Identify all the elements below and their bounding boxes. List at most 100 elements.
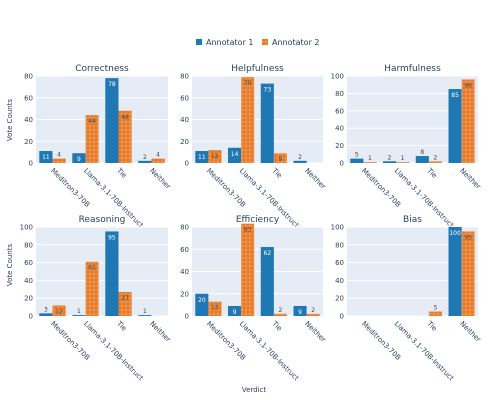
bar-value-label: 12 xyxy=(55,308,63,315)
bar-annotator-2-llama-3-1-70b-instruct[interactable] xyxy=(85,115,99,163)
bar-annotator-2-meditron3-70b[interactable] xyxy=(52,305,66,316)
bar-annotator-1-tie[interactable] xyxy=(105,231,119,316)
x-tick-label: Tie xyxy=(114,319,128,333)
bar-annotator-1-llama-3-1-70b-instruct[interactable] xyxy=(228,147,242,163)
bar-annotator-1-tie[interactable] xyxy=(260,247,274,316)
bar-value-label: 48 xyxy=(121,114,129,121)
bar-value-label: 2 xyxy=(143,154,147,161)
y-tick-label: 40 xyxy=(335,277,344,285)
bar-annotator-1-meditron3-70b[interactable] xyxy=(350,158,364,163)
y-tick-label: 60 xyxy=(24,94,33,102)
bar-annotator-1-tie[interactable] xyxy=(415,156,429,163)
bar-value-label: 9 xyxy=(77,156,81,163)
y-tick-label: 80 xyxy=(180,224,189,232)
subplot-title: Efficiency xyxy=(236,215,280,225)
bar-annotator-1-neither[interactable] xyxy=(448,227,462,316)
bar-annotator-2-tie[interactable] xyxy=(273,313,287,316)
bar-annotator-1-tie[interactable] xyxy=(105,78,119,163)
subplot-bias: 020406080100BiasMeditron3-70BLlama-3.1-7… xyxy=(331,215,483,382)
bar-annotator-2-llama-3-1-70b-instruct[interactable] xyxy=(241,223,255,316)
bar-annotator-2-neither[interactable] xyxy=(461,79,475,163)
bar-annotator-1-neither[interactable] xyxy=(448,89,462,163)
bar-value-label: 3 xyxy=(44,306,48,313)
bar-annotator-2-llama-3-1-70b-instruct[interactable] xyxy=(85,261,99,316)
bar-value-label: 2 xyxy=(434,154,438,161)
bar-value-label: 100 xyxy=(449,230,461,237)
bar-value-label: 1 xyxy=(143,308,147,315)
bar-value-label: 13 xyxy=(211,305,219,312)
bar-value-label: 2 xyxy=(298,154,302,161)
legend-label-annotator-2[interactable]: Annotator 2 xyxy=(272,38,320,47)
bar-annotator-2-meditron3-70b[interactable] xyxy=(363,162,377,163)
bar-value-label: 4 xyxy=(57,152,61,159)
y-tick-label: 40 xyxy=(180,116,189,124)
x-tick-label: Llama-3.1-70B-Instruct xyxy=(238,320,301,383)
x-tick-label: Tie xyxy=(114,166,128,180)
y-tick-label: 20 xyxy=(335,142,344,150)
x-tick-label: Tie xyxy=(270,319,284,333)
bar-annotator-1-meditron3-70b[interactable] xyxy=(195,151,209,163)
legend-label-annotator-1[interactable]: Annotator 1 xyxy=(206,38,254,47)
bar-value-label: 62 xyxy=(264,250,272,257)
y-tick-label: 100 xyxy=(20,224,33,232)
bar-annotator-2-neither[interactable] xyxy=(461,231,475,316)
y-tick-label: 0 xyxy=(185,313,189,321)
bar-value-label: 12 xyxy=(211,153,219,160)
bar-annotator-2-llama-3-1-70b-instruct[interactable] xyxy=(396,162,410,163)
bar-value-label: 78 xyxy=(108,81,116,88)
bar-annotator-1-llama-3-1-70b-instruct[interactable] xyxy=(72,315,86,316)
bar-annotator-2-meditron3-70b[interactable] xyxy=(52,158,66,163)
bar-annotator-1-neither[interactable] xyxy=(293,160,307,163)
y-tick-label: 40 xyxy=(335,125,344,133)
bar-value-label: 95 xyxy=(464,234,472,241)
bar-annotator-2-meditron3-70b[interactable] xyxy=(208,301,222,316)
bar-annotator-1-tie[interactable] xyxy=(260,83,274,163)
bar-annotator-2-neither[interactable] xyxy=(306,313,320,316)
bar-annotator-1-meditron3-70b[interactable] xyxy=(39,151,53,163)
bar-annotator-2-meditron3-70b[interactable] xyxy=(208,149,222,163)
bar-value-label: 5 xyxy=(434,305,438,312)
bar-value-label: 61 xyxy=(88,265,96,272)
y-tick-label: 0 xyxy=(29,160,33,168)
bar-annotator-1-llama-3-1-70b-instruct[interactable] xyxy=(228,305,242,316)
bar-annotator-2-tie[interactable] xyxy=(428,161,442,163)
bar-annotator-1-llama-3-1-70b-instruct[interactable] xyxy=(72,153,86,163)
y-tick-label: 60 xyxy=(24,259,33,267)
bar-annotator-2-tie[interactable] xyxy=(428,311,442,316)
bar-annotator-2-tie[interactable] xyxy=(118,291,132,316)
y-tick-label: 20 xyxy=(180,138,189,146)
x-tick-label: Neither xyxy=(148,167,172,191)
bar-value-label: 1 xyxy=(77,308,81,315)
bar-annotator-2-llama-3-1-70b-instruct[interactable] xyxy=(241,77,255,163)
y-tick-label: 60 xyxy=(335,259,344,267)
bar-annotator-2-tie[interactable] xyxy=(118,110,132,163)
plot-area xyxy=(36,227,168,316)
bar-annotator-1-meditron3-70b[interactable] xyxy=(39,313,53,316)
x-tick-label: Neither xyxy=(303,320,327,344)
bar-annotator-2-tie[interactable] xyxy=(273,153,287,163)
x-tick-label: Tie xyxy=(425,166,439,180)
legend-swatch-annotator-2[interactable] xyxy=(262,39,268,45)
bar-annotator-1-neither[interactable] xyxy=(138,160,152,163)
bar-value-label: 27 xyxy=(121,295,129,302)
bar-value-label: 79 xyxy=(244,80,252,87)
bar-value-label: 8 xyxy=(420,149,424,156)
bar-annotator-2-neither[interactable] xyxy=(151,158,165,163)
y-axis-title-bottom: Vote Counts xyxy=(6,244,14,287)
bar-annotator-1-neither[interactable] xyxy=(138,315,152,316)
bar-value-label: 14 xyxy=(231,151,239,158)
x-tick-label: Tie xyxy=(425,319,439,333)
bar-annotator-1-neither[interactable] xyxy=(293,305,307,316)
legend-swatch-annotator-1[interactable] xyxy=(196,39,202,45)
bar-annotator-1-llama-3-1-70b-instruct[interactable] xyxy=(383,161,397,163)
subplot-title: Correctness xyxy=(75,64,129,74)
bar-annotator-1-meditron3-70b[interactable] xyxy=(195,293,209,316)
y-tick-label: 40 xyxy=(180,268,189,276)
subplot-title: Helpfulness xyxy=(231,64,284,74)
y-tick-label: 0 xyxy=(29,313,33,321)
x-axis-title: Verdict xyxy=(242,386,267,394)
y-tick-label: 40 xyxy=(24,277,33,285)
bar-value-label: 4 xyxy=(156,152,160,159)
